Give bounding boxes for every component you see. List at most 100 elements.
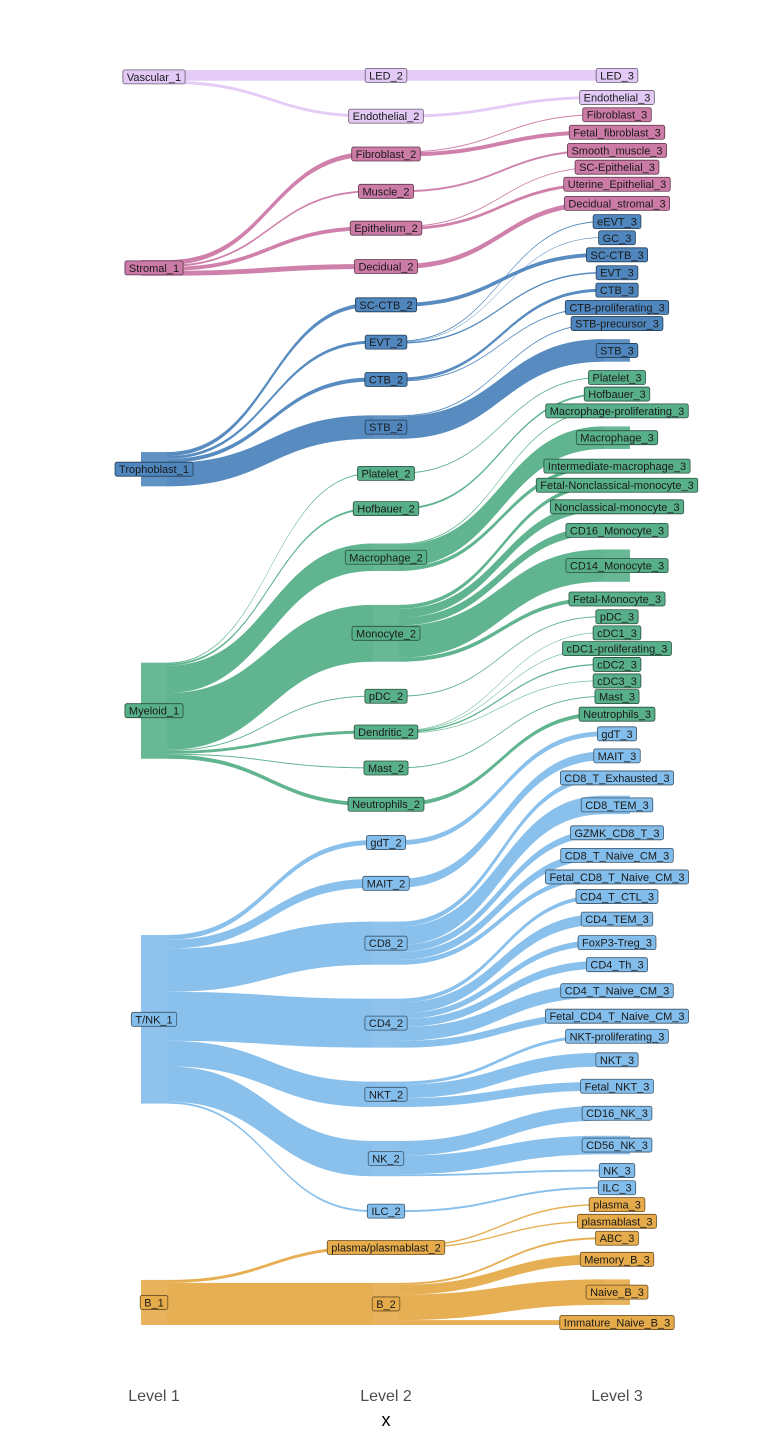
label-gc-3: GC_3 <box>598 230 636 246</box>
label-nkt-3: NKT_3 <box>595 1052 639 1068</box>
flow-myeloid-1-to-monocyte-2 <box>167 604 373 750</box>
label-cd56-nk-3: CD56_NK_3 <box>581 1137 653 1153</box>
flow-neutrophils-2-to-neutrophils-3 <box>399 712 604 807</box>
label-box-memory-b-3 <box>579 1251 655 1267</box>
label-uterine-epithelial-3: Uterine_Epithelial_3 <box>563 176 671 192</box>
label-text-pdc-3: pDC_3 <box>600 612 634 624</box>
label-abc-3: ABC_3 <box>595 1230 639 1246</box>
label-box-abc-3 <box>595 1230 639 1246</box>
label-cdc1-3: cDC1_3 <box>592 625 642 641</box>
flow-hofbauer-2-to-hofbauer-3 <box>399 393 604 510</box>
flow-t-nk-1-to-nkt-2 <box>167 1040 373 1108</box>
flows <box>167 70 604 1325</box>
label-box-stb-2 <box>364 419 408 435</box>
flow-mait-2-to-mait-3 <box>399 751 604 888</box>
label-box-neutrophils-2 <box>347 796 425 812</box>
label-text-cd8-t-exhausted-3: CD8_T_Exhausted_3 <box>564 773 669 785</box>
label-box-stb-precursor-3 <box>570 316 664 331</box>
label-text-ctb-proliferating-3: CTB-proliferating_3 <box>569 302 664 314</box>
label-b-2: B_2 <box>371 1296 401 1312</box>
label-text-cd8-tem-3: CD8_TEM_3 <box>585 800 649 812</box>
label-fibroblast-3: Fibroblast_3 <box>582 107 652 123</box>
label-pdc-2: pDC_2 <box>364 688 408 704</box>
label-box-mast-2 <box>363 760 409 776</box>
label-text-dendritic-2: Dendritic_2 <box>358 727 414 739</box>
label-text-platelet-3: Platelet_3 <box>593 373 642 385</box>
flow-b-2-to-naive-b-3 <box>399 1279 604 1321</box>
label-box-sc-ctb-2 <box>355 297 417 313</box>
label-evt-2: EVT_2 <box>364 334 408 350</box>
label-text-ctb-3: CTB_3 <box>600 285 634 297</box>
flow-trophoblast-1-to-sc-ctb-2 <box>167 302 373 456</box>
axis-tick-level-2: Level 2 <box>360 1388 412 1405</box>
label-text-cdc1-proliferating-3: cDC1-proliferating_3 <box>567 644 668 656</box>
flow-monocyte-2-to-fetal-nonclassical-monocyte-3 <box>399 483 604 609</box>
flow-monocyte-2-to-cd16-monocyte-3 <box>399 526 604 626</box>
label-text-b-2: B_2 <box>376 1299 396 1311</box>
flow-epithelium-2-to-sc-epithelial-3 <box>399 166 604 228</box>
flow-b-2-to-memory-b-3 <box>399 1254 604 1295</box>
label-box-cd16-nk-3 <box>581 1105 653 1121</box>
flow-b-2-to-abc-3 <box>399 1237 604 1285</box>
flow-cd8-2-to-fetal-cd8-t-naive-cm-3 <box>399 874 604 965</box>
label-text-monocyte-2: Monocyte_2 <box>356 628 416 640</box>
label-text-sc-ctb-2: SC-CTB_2 <box>359 300 412 312</box>
label-text-fetal-nkt-3: Fetal_NKT_3 <box>585 1081 650 1093</box>
label-text-immature-naive-b-3: Immature_Naive_B_3 <box>564 1318 670 1330</box>
axis-tick-level-3: Level 3 <box>591 1388 643 1405</box>
flow-monocyte-2-to-nonclassical-monocyte-3 <box>399 502 604 618</box>
label-box-led-2 <box>364 67 408 83</box>
label-led-3: LED_3 <box>595 67 639 83</box>
label-text-ctb-2: CTB_2 <box>369 374 403 386</box>
label-muscle-2: Muscle_2 <box>358 183 414 199</box>
flow-vascular-1-to-led-2 <box>167 70 373 81</box>
flow-trophoblast-1-to-stb-2 <box>167 415 373 487</box>
label-text-cd16-nk-3: CD16_NK_3 <box>586 1108 648 1120</box>
label-text-endothelial-3: Endothelial_3 <box>584 92 651 104</box>
label-ilc-3: ILC_3 <box>597 1180 637 1196</box>
label-text-cd4-2: CD4_2 <box>369 1018 403 1030</box>
label-box-b-1 <box>139 1295 169 1310</box>
label-ctb-proliferating-3: CTB-proliferating_3 <box>564 300 670 315</box>
label-box-cdc1-proliferating-3 <box>562 641 672 656</box>
label-ctb-3: CTB_3 <box>595 282 639 298</box>
label-cd4-tem-3: CD4_TEM_3 <box>580 911 654 927</box>
label-text-cdc3-3: cDC3_3 <box>597 676 637 688</box>
label-box-macrophage-proliferating-3 <box>545 403 689 419</box>
flow-cd8-2-to-cd8-tem-3 <box>399 795 604 946</box>
label-box-cd4-2 <box>364 1015 408 1031</box>
label-box-plasma-3 <box>588 1197 646 1213</box>
label-box-platelet-2 <box>357 465 415 481</box>
label-smooth-muscle-3: Smooth_muscle_3 <box>567 143 667 158</box>
label-monocyte-2: Monocyte_2 <box>351 625 421 641</box>
label-cd4-t-naive-cm-3: CD4_T_Naive_CM_3 <box>560 983 674 999</box>
label-text-fetal-nonclassical-monocyte-3: Fetal-Nonclassical-monocyte_3 <box>540 480 693 492</box>
flow-ilc-2-to-ilc-3 <box>399 1186 604 1213</box>
label-text-ilc-2: ILC_2 <box>371 1206 400 1218</box>
label-sc-ctb-3: SC-CTB_3 <box>586 247 648 263</box>
label-text-plasma-plasmablast-2: plasma/plasmablast_2 <box>331 1242 440 1254</box>
flow-cd8-2-to-cd8-t-exhausted-3 <box>399 775 604 927</box>
label-text-cd56-nk-3: CD56_NK_3 <box>586 1140 648 1152</box>
label-cd8-t-exhausted-3: CD8_T_Exhausted_3 <box>560 770 674 786</box>
flow-myeloid-1-to-dendritic-2 <box>167 730 373 754</box>
label-text-vascular-1: Vascular_1 <box>127 72 181 84</box>
label-evt-3: EVT_3 <box>595 265 639 281</box>
flow-cd4-2-to-foxp3-treg-3 <box>399 939 604 1020</box>
label-b-1: B_1 <box>139 1295 169 1310</box>
label-box-decidual-stromal-3 <box>563 195 671 211</box>
label-gzmk-cd8-t-3: GZMK_CD8_T_3 <box>570 825 664 841</box>
label-box-cd14-monocyte-3 <box>565 558 669 574</box>
label-text-sc-epithelial-3: SC-Epithelial_3 <box>579 162 655 174</box>
flow-t-nk-1-to-gdt-2 <box>167 840 373 940</box>
label-text-nkt-3: NKT_3 <box>600 1055 634 1067</box>
label-text-evt-3: EVT_3 <box>600 268 634 280</box>
label-nk-2: NK_2 <box>367 1151 405 1166</box>
flow-led-2-to-led-3 <box>399 70 604 81</box>
label-text-ilc-3: ILC_3 <box>602 1183 631 1195</box>
label-cdc1-proliferating-3: cDC1-proliferating_3 <box>562 641 672 656</box>
label-text-fetal-monocyte-3: Fetal-Monocyte_3 <box>573 594 661 606</box>
flow-myeloid-1-to-platelet-2 <box>167 472 373 664</box>
label-box-cd8-t-naive-cm-3 <box>560 847 674 863</box>
axis-tick-level-1: Level 1 <box>128 1388 180 1405</box>
